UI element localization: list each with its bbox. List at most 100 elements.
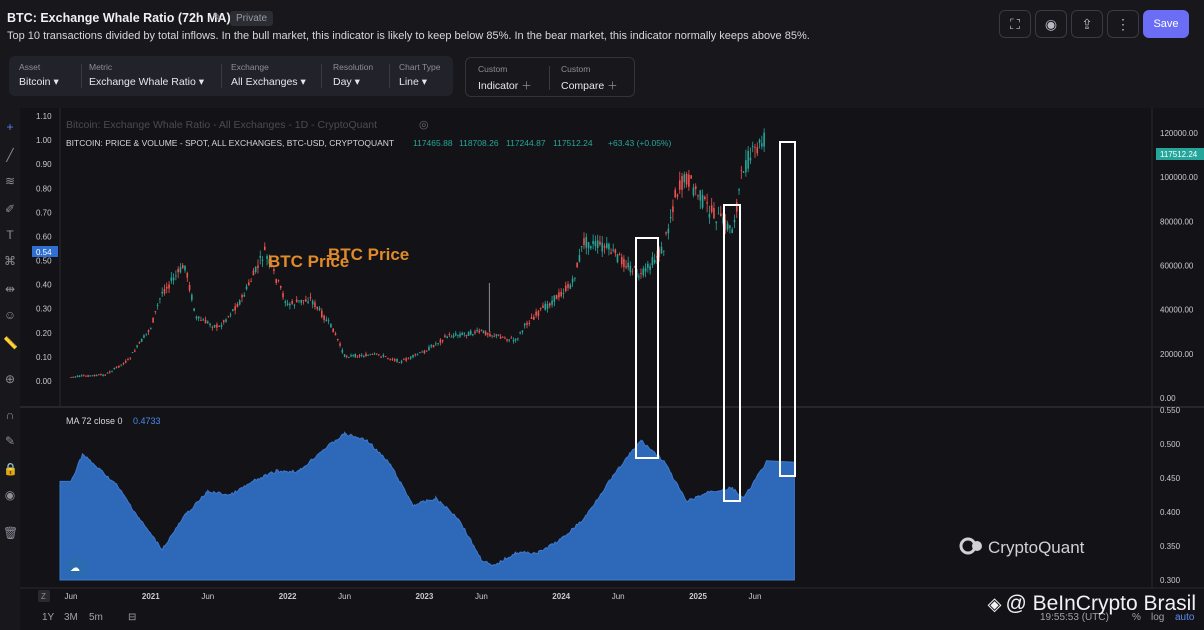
left-tick-label: 0.40	[36, 281, 52, 290]
price-candle	[168, 284, 170, 289]
custom-compare-button[interactable]: Custom Compare ＋	[561, 64, 618, 92]
price-candle	[131, 352, 134, 353]
left-tick-label: 0.30	[36, 305, 52, 314]
fullscreen-icon[interactable]: ⛶	[999, 10, 1031, 38]
left-tick-label: 0.80	[36, 184, 52, 193]
price-candle	[266, 256, 268, 260]
trash-icon[interactable]: 🗑	[3, 526, 19, 540]
zoom-icon[interactable]: ⊕	[4, 372, 16, 386]
crosshair-icon[interactable]: +	[6, 120, 14, 134]
timeframe-1y[interactable]: 1Y	[42, 612, 55, 623]
price-candle	[257, 265, 259, 268]
price-candle	[726, 223, 729, 230]
calendar-icon[interactable]: ⊟	[128, 612, 137, 623]
price-candle	[365, 353, 367, 357]
svg-text:Z[interactable]: Z	[41, 592, 46, 601]
price-candle	[348, 357, 350, 359]
auto-toggle[interactable]: auto	[1175, 612, 1195, 623]
chart-type-select[interactable]: Chart Type Line ▾	[399, 62, 441, 88]
price-candle	[154, 311, 157, 312]
emoji-icon[interactable]: ☺	[3, 308, 17, 322]
eye-icon[interactable]: ◉	[4, 488, 16, 502]
price-candle	[286, 303, 289, 305]
price-candle	[345, 355, 348, 357]
price-candle	[70, 377, 72, 378]
pattern-icon[interactable]: ⌘	[4, 254, 16, 268]
price-candle	[633, 266, 636, 268]
custom-indicator-button[interactable]: Custom Indicator ＋	[478, 64, 532, 92]
ohlc-close: 117512.24	[553, 138, 593, 148]
price-candle	[620, 256, 623, 265]
price-candle	[542, 305, 544, 308]
price-candle	[612, 249, 615, 251]
price-candle	[282, 293, 284, 298]
tv-logo-icon[interactable]	[66, 556, 88, 578]
price-candle	[553, 295, 556, 302]
camera-icon[interactable]: ◉	[1035, 10, 1067, 38]
pencil-icon[interactable]: ✎	[212, 10, 223, 24]
page-title: BTC: Exchange Whale Ratio (72h MA)	[7, 11, 231, 25]
more-icon[interactable]: ⋮	[1107, 10, 1139, 38]
price-candle	[127, 359, 129, 360]
chevron-down-icon: ▾	[421, 76, 428, 88]
x-tick-label: 2021	[142, 592, 160, 601]
chart-area[interactable]: Bitcoin: Exchange Whale Ratio - All Exch…	[0, 108, 1204, 630]
timeframe-3m[interactable]: 3M	[64, 612, 78, 623]
left-tick-label: 0.10	[36, 353, 52, 362]
left-axis: 1.10 1.00 0.90 0.80 0.70 0.60 0.50 0.40 0.30 0.20…	[36, 112, 52, 386]
magnet-icon[interactable]: ∩	[5, 408, 15, 422]
left-tick-label: 0.00	[36, 377, 52, 386]
top-bar: BTC: Exchange Whale Ratio (72h MA) ✎ Pri…	[0, 0, 1204, 52]
price-candle	[697, 195, 699, 197]
lock-icon[interactable]: 🔒	[3, 462, 18, 476]
save-button[interactable]: Save	[1143, 10, 1189, 38]
price-candle	[193, 308, 195, 311]
price-candle	[699, 190, 702, 201]
lock-drawing-icon[interactable]: ✎	[4, 434, 16, 448]
measure-icon[interactable]: ⇹	[4, 282, 16, 296]
price-candle	[508, 339, 510, 341]
price-candle	[293, 304, 296, 306]
price-candle	[195, 316, 198, 319]
price-candle	[238, 300, 241, 305]
price-candle	[120, 364, 122, 366]
price-candle	[371, 353, 374, 355]
price-candle	[489, 333, 491, 337]
zoom-reset-icon	[38, 590, 50, 602]
ma-legend-value: 0.4733	[133, 416, 161, 426]
fib-icon[interactable]: ≋	[4, 174, 16, 188]
price-candle	[382, 355, 385, 357]
price-candle	[708, 213, 711, 218]
resolution-select[interactable]: Resolution Day ▾	[333, 62, 374, 88]
percent-toggle[interactable]: %	[1132, 612, 1141, 623]
eye-slash-icon[interactable]: ◎	[419, 119, 429, 131]
price-candle	[745, 160, 747, 173]
price-candle	[437, 343, 439, 345]
cloud-icon: ☁	[70, 563, 80, 574]
text-icon[interactable]: T	[6, 228, 14, 242]
brush-icon[interactable]: ✐	[4, 202, 16, 216]
ruler-icon[interactable]: 📏	[3, 336, 18, 350]
price-candle	[291, 300, 293, 304]
price-candle	[220, 325, 223, 327]
price-candle	[213, 325, 216, 328]
price-candle	[380, 356, 382, 358]
beincrypto-brand: ◈ @ BeInCrypto Brasil	[987, 592, 1196, 615]
metric-select[interactable]: Metric Exchange Whale Ratio ▾	[89, 62, 205, 88]
asset-select[interactable]: Asset Bitcoin ▾	[19, 62, 59, 88]
timeframe-5m[interactable]: 5m	[89, 612, 103, 623]
price-candle	[229, 314, 232, 316]
trendline-icon[interactable]: ╱	[6, 148, 14, 162]
price-candle	[202, 319, 205, 321]
price-candle	[321, 310, 323, 318]
exchange-select[interactable]: Exchange All Exchanges ▾	[231, 62, 306, 88]
share-icon[interactable]: ⇪	[1071, 10, 1103, 38]
price-candle	[614, 249, 617, 254]
price-candle	[332, 328, 334, 333]
price-candle	[665, 232, 667, 234]
price-candle	[113, 367, 116, 370]
ohlc-change: +63.43 (+0.05%)	[608, 138, 671, 148]
price-candle	[375, 353, 378, 355]
price-candle	[678, 180, 681, 190]
log-toggle[interactable]: log	[1151, 612, 1165, 623]
